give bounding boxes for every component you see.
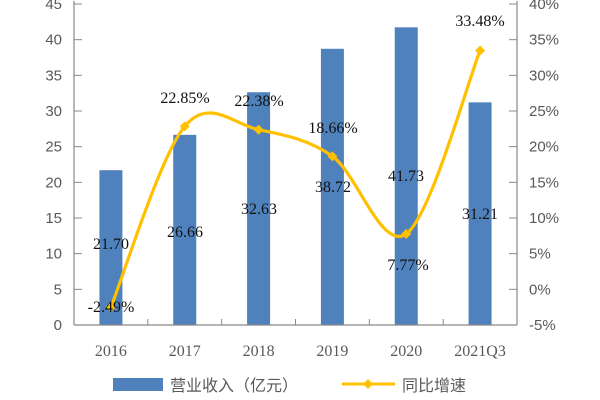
- right-tick-label: 5%: [529, 246, 551, 263]
- x-tick-label: 2018: [243, 343, 275, 360]
- x-tick-label: 2021Q3: [454, 343, 506, 360]
- legend-bar-swatch: [113, 378, 163, 391]
- right-tick-label: 35%: [529, 32, 559, 49]
- bar-value-label: 31.21: [462, 206, 498, 223]
- left-tick-label: 15: [45, 210, 62, 227]
- bar-value-label: 26.66: [167, 224, 203, 241]
- left-tick-label: 20: [45, 174, 62, 191]
- growth-marker-2017: [179, 121, 190, 132]
- growth-marker-2021Q3: [475, 45, 486, 56]
- right-tick-label: 0%: [529, 281, 551, 298]
- right-tick-label: 30%: [529, 67, 559, 84]
- bar-value-label: 32.63: [241, 201, 277, 218]
- right-tick-label: 40%: [529, 0, 559, 13]
- right-tick-label: 20%: [529, 139, 559, 156]
- bar-value-label: 21.70: [93, 236, 129, 253]
- right-tick-label: -5%: [529, 317, 556, 334]
- bar-2020: [394, 27, 418, 326]
- legend: 营业收入（亿元） 同比增速: [113, 376, 466, 395]
- growth-marker-2020: [401, 228, 412, 239]
- bar-2019: [320, 48, 344, 325]
- left-tick-label: 40: [45, 32, 62, 49]
- left-tick-label: 5: [54, 281, 62, 298]
- left-tick-label: 35: [45, 67, 62, 84]
- right-tick-label: 15%: [529, 174, 559, 191]
- growth-line: [109, 49, 482, 308]
- growth-value-label: 33.48%: [455, 13, 504, 30]
- right-tick-label: 25%: [529, 103, 559, 120]
- growth-marker-2019: [327, 151, 338, 162]
- growth-value-label: 18.66%: [308, 120, 357, 137]
- left-tick-label: 30: [45, 103, 62, 120]
- growth-marker-2016: [105, 302, 116, 313]
- growth-marker-2018: [253, 124, 264, 135]
- x-tick-label: 2017: [169, 343, 201, 360]
- bar-value-label: 41.73: [388, 168, 424, 185]
- bar-2017: [173, 134, 197, 325]
- legend-bar-label: 营业收入（亿元）: [170, 376, 298, 395]
- x-tick-label: 2020: [390, 343, 422, 360]
- growth-value-label: 22.38%: [234, 93, 283, 110]
- right-tick-label: 10%: [529, 210, 559, 227]
- bar-value-label: 38.72: [315, 179, 351, 196]
- left-tick-label: 45: [45, 0, 62, 13]
- growth-value-label: 22.85%: [160, 90, 209, 107]
- growth-value-label: 7.77%: [387, 257, 428, 274]
- bar-2021Q3: [468, 102, 492, 325]
- left-tick-label: 0: [54, 317, 62, 334]
- x-tick-label: 2019: [316, 343, 348, 360]
- legend-line-label: 同比增速: [402, 376, 466, 395]
- bar-2016: [99, 170, 123, 325]
- bar-2018: [247, 92, 271, 325]
- growth-value-label: -2.49%: [88, 299, 135, 316]
- left-tick-label: 25: [45, 139, 62, 156]
- left-tick-label: 10: [45, 246, 62, 263]
- legend-line-marker: [363, 379, 373, 389]
- x-tick-label: 2016: [95, 343, 127, 360]
